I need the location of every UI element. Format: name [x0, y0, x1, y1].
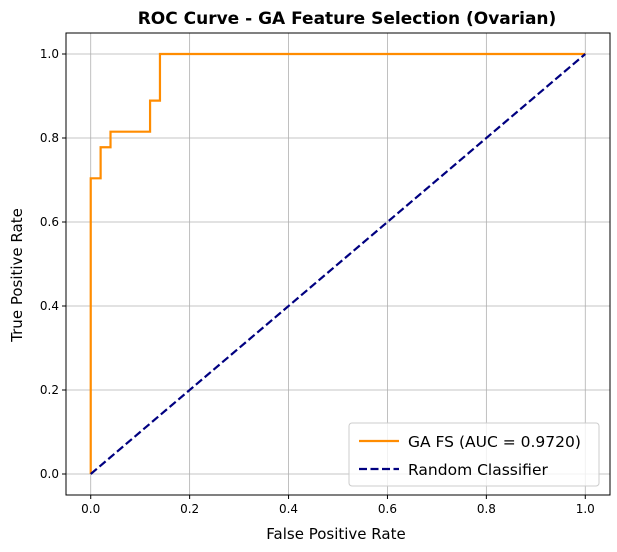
legend: GA FS (AUC = 0.9720) Random Classifier: [348, 422, 600, 487]
x-tick-label: 0.6: [378, 502, 397, 516]
x-tick-label: 0.0: [81, 502, 100, 516]
y-tick-label: 0.8: [40, 131, 59, 145]
y-tick-label: 0.0: [40, 467, 59, 481]
series-line-random-classifier: [90, 53, 586, 475]
y-tick-label: 0.6: [40, 215, 59, 229]
x-axis-label: False Positive Rate: [266, 525, 405, 543]
legend-label-ga-fs: GA FS (AUC = 0.9720): [408, 433, 581, 451]
legend-box: [348, 422, 600, 487]
y-axis-label: True Positive Rate: [8, 208, 26, 343]
legend-label-random: Random Classifier: [408, 461, 548, 479]
ticks: 0.0 0.2 0.4 0.6 0.8 1.0 0.0 0.2 0.4 0.6 0.8 1.0: [40, 47, 595, 516]
grid: [66, 33, 610, 495]
plot-frame: [65, 32, 611, 496]
x-tick-label: 0.8: [477, 502, 496, 516]
x-tick-label: 1.0: [576, 502, 595, 516]
x-tick-label: 0.2: [180, 502, 199, 516]
series-line-ga-fs: [89, 52, 586, 474]
chart-title: ROC Curve - GA Feature Selection (Ovaria…: [138, 9, 557, 29]
y-tick-label: 0.4: [40, 299, 59, 313]
series-layer: [89, 52, 586, 475]
y-tick-label: 0.2: [40, 383, 59, 397]
x-tick-label: 0.4: [279, 502, 298, 516]
y-tick-label: 1.0: [40, 47, 59, 61]
